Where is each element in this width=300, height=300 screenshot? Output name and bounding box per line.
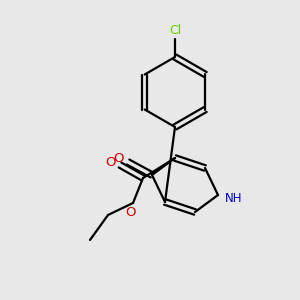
Text: O: O bbox=[106, 155, 116, 169]
Text: O: O bbox=[125, 206, 135, 218]
Text: NH: NH bbox=[225, 191, 242, 205]
Text: Cl: Cl bbox=[169, 25, 181, 38]
Text: O: O bbox=[113, 152, 123, 166]
